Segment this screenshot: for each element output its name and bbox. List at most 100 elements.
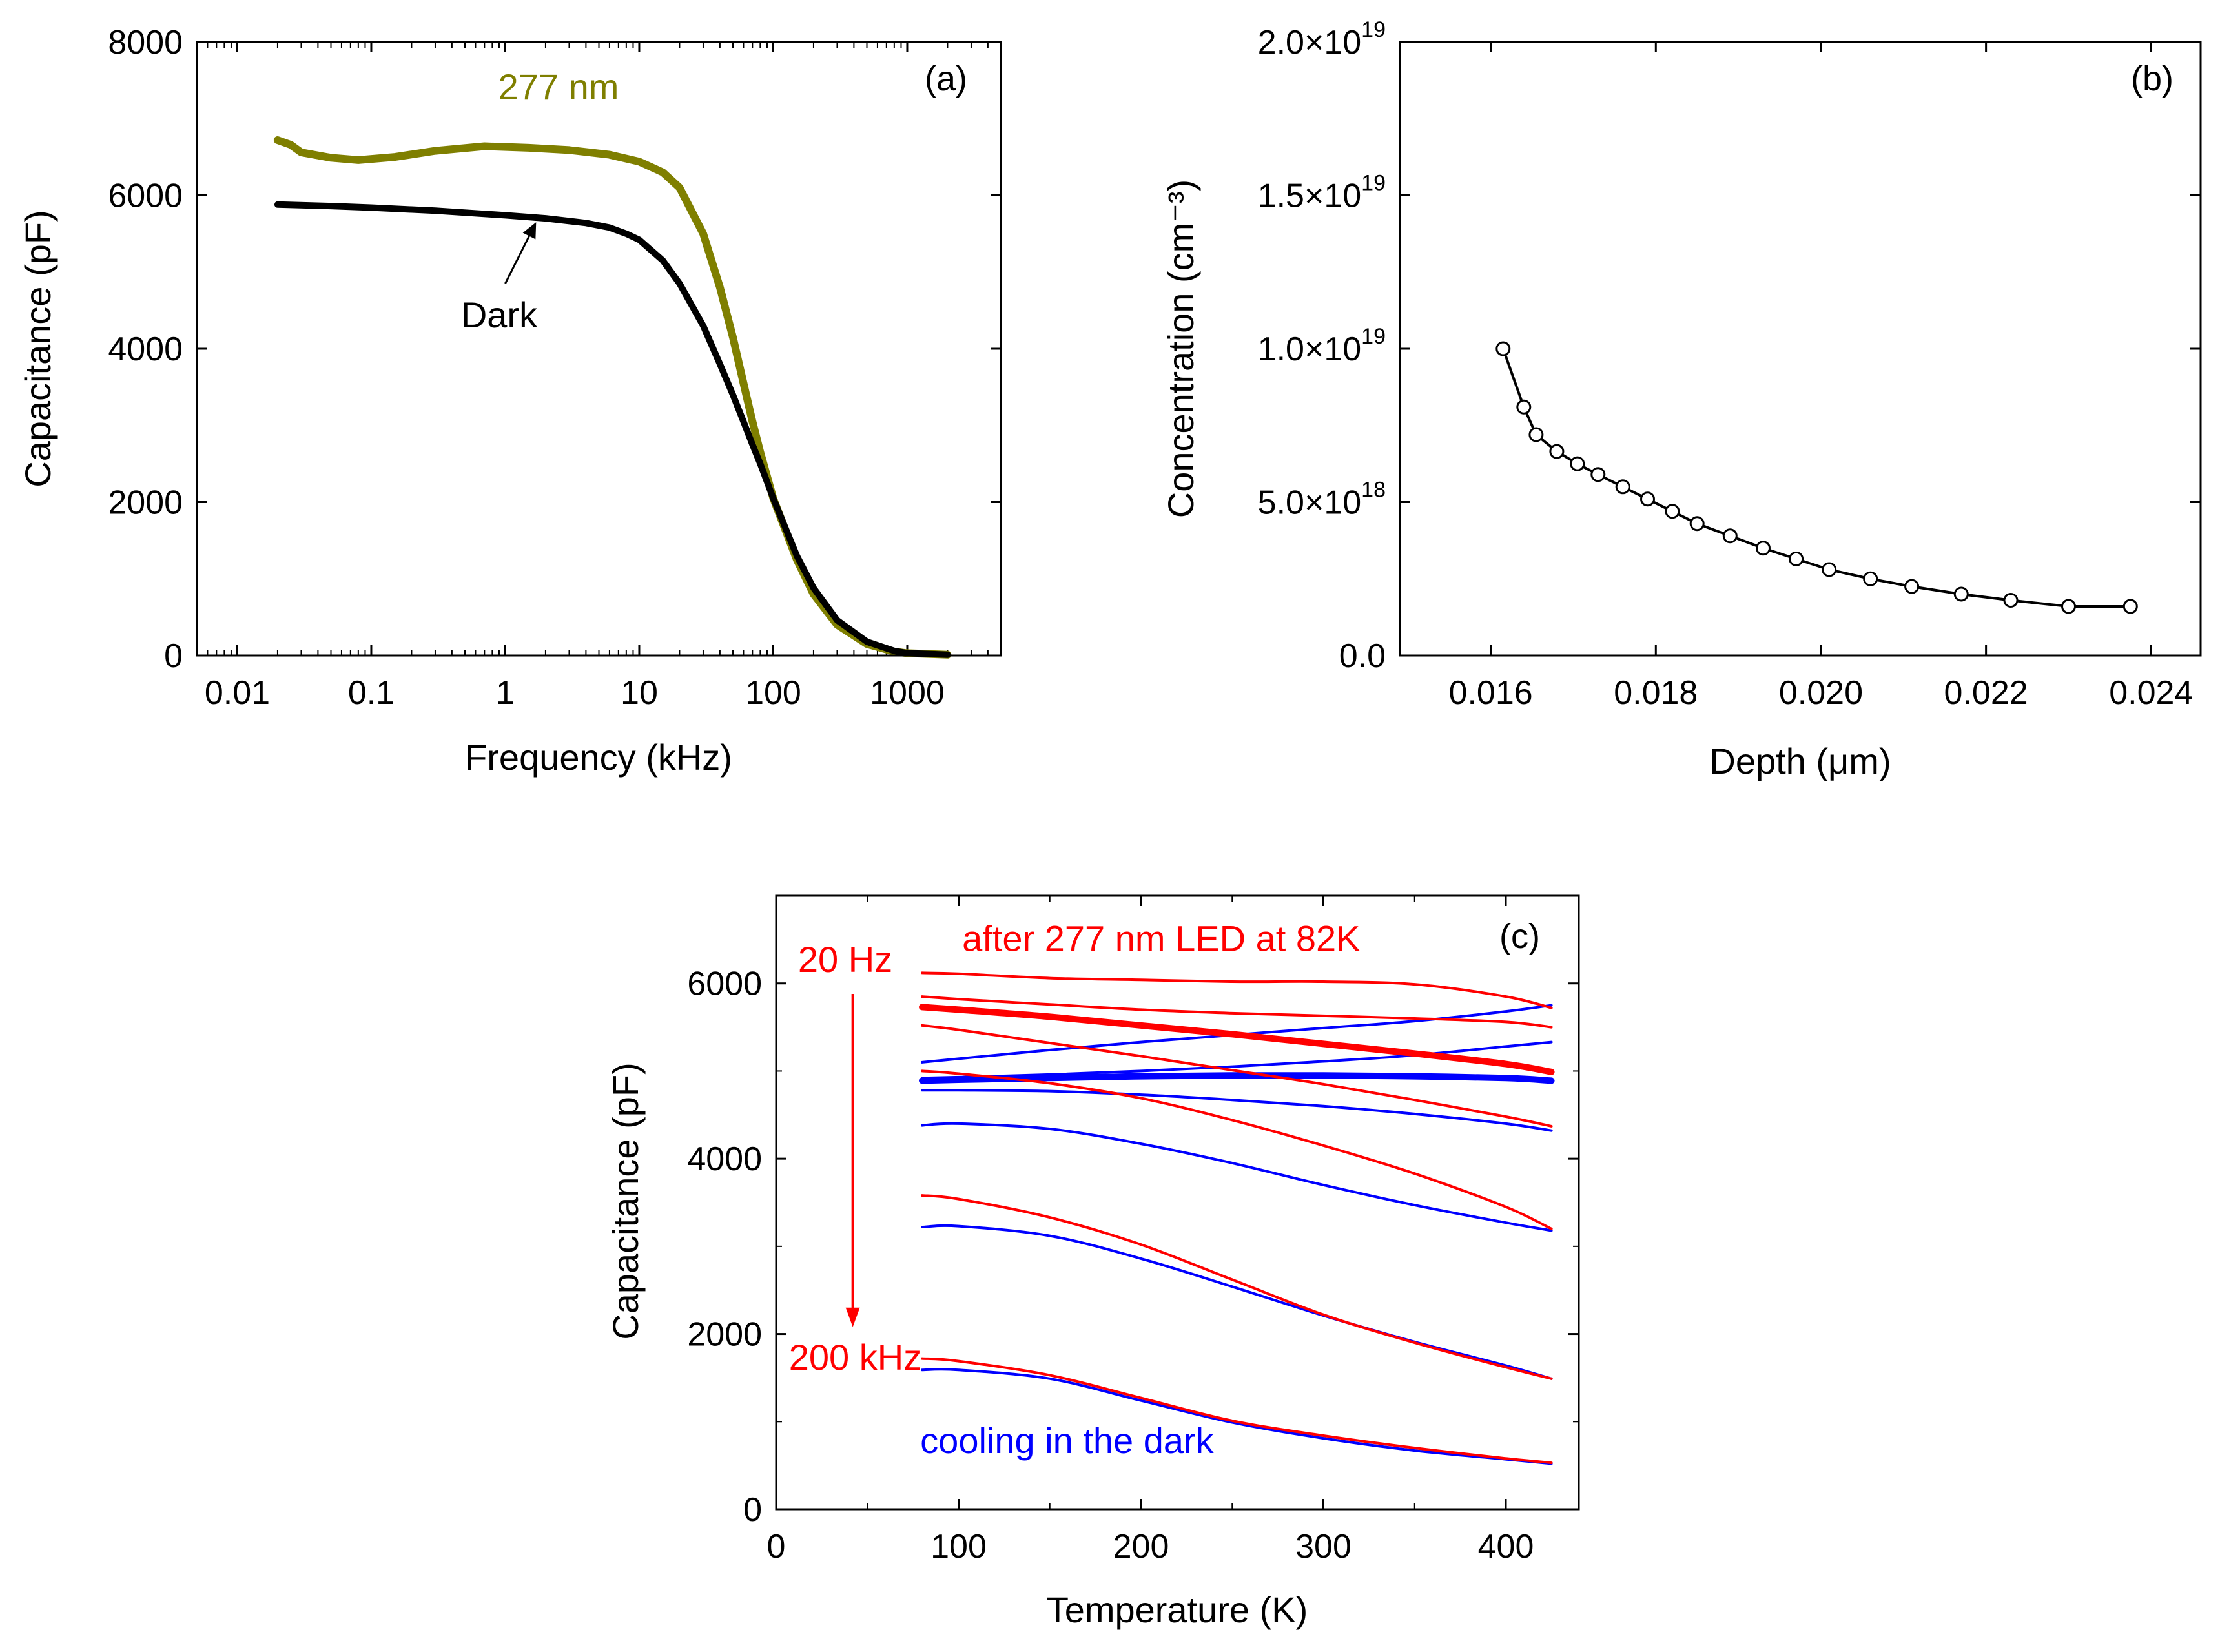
dark-arrow-head — [522, 222, 537, 240]
concentration-point — [1615, 479, 1630, 495]
panel-a-y-axis-title: Capacitance (pF) — [17, 210, 58, 488]
y-tick-label-text: 0 — [743, 1491, 762, 1529]
y-tick-exponent: 19 — [1361, 171, 1386, 196]
panel-b-y-axis-title-text: Concentration (cm⁻³) — [1160, 180, 1201, 518]
concentration-point — [2003, 593, 2019, 608]
x-tick-label: 100 — [745, 674, 801, 712]
x-tick-label: 100 — [930, 1528, 987, 1565]
y-tick-label: 4000 — [687, 1141, 762, 1178]
panel-b-series — [1495, 341, 2138, 614]
freq-start-annotation: 20 Hz — [798, 939, 892, 980]
concentration-point — [1756, 541, 1771, 556]
y-tick-label: 5.0×1018 — [1258, 478, 1386, 522]
led-annotation: after 277 nm LED at 82K — [962, 918, 1360, 959]
dark-curve — [921, 1224, 1553, 1380]
series-line-277nm — [273, 136, 952, 659]
y-tick-exponent: 19 — [1361, 17, 1386, 42]
concentration-point — [1689, 516, 1705, 532]
panel-c-y-axis-title: Capacitance (pF) — [605, 1062, 646, 1340]
concentration-point — [1640, 491, 1655, 507]
panel-b-y-axis-title: Concentration (cm⁻³) — [1160, 180, 1201, 518]
y-tick-label: 2000 — [687, 1316, 762, 1354]
concentration-point — [1516, 399, 1532, 415]
panel-a-x-axis-title: Frequency (kHz) — [465, 737, 732, 778]
panel-c-plot-frame — [775, 894, 1580, 1511]
panel-b-x-axis-title: Depth (μm) — [1709, 741, 1891, 781]
panel-b-plot-frame — [1399, 41, 2202, 657]
y-tick-exponent: 18 — [1361, 478, 1386, 502]
y-tick-label-text: 2000 — [108, 484, 183, 522]
x-tick-label: 0.020 — [1779, 674, 1863, 712]
series-dark-label: Dark — [461, 294, 538, 335]
x-tick-label: 0.022 — [1944, 674, 2028, 712]
led-curve — [921, 1194, 1553, 1380]
y-tick-label: 6000 — [108, 178, 183, 215]
y-tick-label-text: 1.0×10 — [1258, 331, 1362, 368]
panel-a-ticks: 0.01 0.1 1 10 100 1000 0 2000 4000 6000 8000 — [108, 24, 1001, 712]
concentration-point — [1528, 427, 1544, 442]
y-tick-label: 1.5×1019 — [1258, 171, 1386, 215]
y-tick-exponent: 19 — [1361, 324, 1386, 349]
concentration-point — [1495, 341, 1511, 356]
led-curve — [921, 1357, 1553, 1465]
led-curve — [919, 1004, 1555, 1075]
panel-c-label: (c) — [1499, 917, 1540, 956]
x-tick-label: 1 — [496, 674, 515, 712]
dark-cooling-annotation: cooling in the dark — [920, 1420, 1215, 1461]
concentration-point — [1789, 551, 1804, 566]
led-curve — [921, 971, 1553, 1009]
x-tick-label: 0.024 — [2109, 674, 2193, 712]
y-tick-label: 0.0 — [1339, 637, 1386, 675]
concentration-point — [1953, 586, 1969, 602]
series-line-dark — [274, 201, 951, 658]
x-tick-label: 10 — [621, 674, 658, 712]
y-tick-label: 6000 — [687, 965, 762, 1003]
y-tick-label-text: 6000 — [687, 965, 762, 1003]
y-tick-label-text: 6000 — [108, 178, 183, 215]
y-tick-label: 8000 — [108, 24, 183, 61]
y-tick-label-text: 2000 — [687, 1316, 762, 1354]
panel-a-annotations: 277 nm Dark — [461, 67, 619, 335]
x-tick-label: 300 — [1295, 1528, 1352, 1565]
x-tick-label: 0.1 — [348, 674, 395, 712]
led-curve — [921, 1024, 1553, 1128]
dark-curve — [921, 1122, 1553, 1232]
concentration-point — [2061, 599, 2076, 614]
y-tick-label: 2.0×1019 — [1258, 17, 1386, 61]
panel-a-label: (a) — [925, 59, 967, 98]
panel-c-series — [919, 971, 1555, 1465]
panel-b-ticks: 0.016 0.018 0.020 0.022 0.024 0.0 5.0×1018 1.0×… — [1258, 17, 2201, 712]
concentration-point — [1822, 562, 1837, 577]
y-tick-label-text: 0.0 — [1339, 637, 1386, 675]
y-tick-label: 1.0×1019 — [1258, 324, 1386, 368]
y-tick-label-text: 4000 — [687, 1141, 762, 1178]
y-tick-label-text: 4000 — [108, 331, 183, 368]
led-curve — [921, 1069, 1553, 1230]
y-tick-label-text: 8000 — [108, 24, 183, 61]
panel-b: 0.016 0.018 0.020 0.022 0.024 0.0 5.0×1018 1.0×… — [1160, 17, 2202, 781]
concentration-point — [2122, 599, 2138, 614]
x-tick-label: 200 — [1113, 1528, 1169, 1565]
concentration-point — [1665, 504, 1680, 519]
panel-a: 0.01 0.1 1 10 100 1000 0 2000 4000 6000 8000 (a) F… — [17, 24, 1002, 778]
x-tick-label: 1000 — [870, 674, 945, 712]
concentration-point — [1904, 579, 1920, 594]
freq-end-annotation: 200 kHz — [789, 1337, 921, 1378]
y-tick-label: 0 — [164, 637, 183, 675]
dark-curve — [921, 1089, 1553, 1132]
y-tick-label-text: 0 — [164, 637, 183, 675]
x-tick-label: 0 — [767, 1528, 786, 1565]
y-tick-label-text: 1.5×10 — [1258, 178, 1362, 215]
y-tick-label: 0 — [743, 1491, 762, 1529]
led-curve — [921, 995, 1553, 1029]
panel-b-label: (b) — [2131, 59, 2174, 98]
dark-curve — [921, 1368, 1553, 1465]
x-tick-label: 0.01 — [205, 674, 270, 712]
concentration-point — [1722, 528, 1738, 544]
y-tick-label: 2000 — [108, 484, 183, 522]
concentration-point — [1570, 456, 1585, 471]
frequency-arrow-head — [845, 1307, 860, 1327]
